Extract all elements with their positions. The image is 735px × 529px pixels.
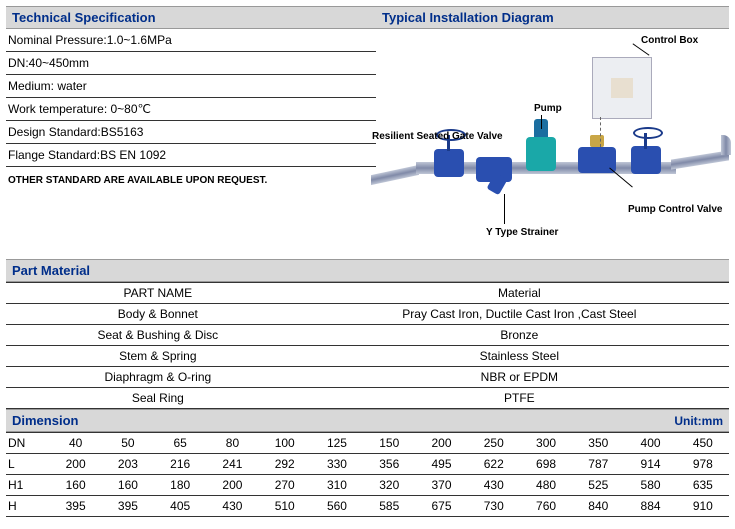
part-name: Seat & Bushing & Disc bbox=[6, 325, 310, 346]
tech-spec-header: Technical Specification bbox=[6, 6, 376, 29]
table-row: H395395405430510560585675730760840884910 bbox=[6, 496, 729, 517]
spec-row: Nominal Pressure:1.0~1.6MPa bbox=[6, 29, 376, 52]
label-pcv: Pump Control Valve bbox=[628, 204, 722, 215]
material: Stainless Steel bbox=[310, 346, 729, 367]
material: NBR or EPDM bbox=[310, 367, 729, 388]
spec-row: DN:40~450mm bbox=[6, 52, 376, 75]
y-strainer-icon bbox=[476, 157, 512, 182]
wire-icon bbox=[600, 117, 602, 147]
leader-line bbox=[541, 115, 542, 129]
gate-valve-icon bbox=[434, 149, 464, 177]
leader-line bbox=[504, 194, 505, 224]
part-material-table: PART NAME Material Body & BonnetPray Cas… bbox=[6, 282, 729, 409]
pipe-bend bbox=[721, 135, 731, 155]
handwheel-icon bbox=[633, 127, 663, 139]
part-name: Body & Bonnet bbox=[6, 304, 310, 325]
part-name: Diaphragm & O-ring bbox=[6, 367, 310, 388]
table-row: L200203216241292330356495622698787914978 bbox=[6, 454, 729, 475]
label-strainer: Y Type Strainer bbox=[486, 227, 558, 238]
material: PTFE bbox=[310, 388, 729, 409]
material: Bronze bbox=[310, 325, 729, 346]
installation-diagram: Control Box Pump Resilient Seated Gate V… bbox=[376, 29, 729, 259]
dimension-title: Dimension bbox=[12, 413, 78, 428]
part-name: Seal Ring bbox=[6, 388, 310, 409]
gate-valve-icon bbox=[631, 146, 661, 174]
pipe bbox=[371, 165, 419, 185]
spec-row: Medium: water bbox=[6, 75, 376, 98]
dimension-header: Dimension Unit:mm bbox=[6, 409, 729, 432]
label-control-box: Control Box bbox=[641, 35, 698, 46]
spec-note: OTHER STANDARD ARE AVAILABLE UPON REQUES… bbox=[6, 167, 376, 194]
spec-row: Work temperature: 0~80℃ bbox=[6, 98, 376, 121]
part-name: Stem & Spring bbox=[6, 346, 310, 367]
spec-row: Design Standard:BS5163 bbox=[6, 121, 376, 144]
label-gate-valve: Resilient Seated Gate Valve bbox=[372, 131, 503, 142]
material: Pray Cast Iron, Ductile Cast Iron ,Cast … bbox=[310, 304, 729, 325]
table-row: DN40506580100125150200250300350400450 bbox=[6, 433, 729, 454]
table-row: H116016018020027031032037043048052558063… bbox=[6, 475, 729, 496]
dimension-table: DN40506580100125150200250300350400450 L2… bbox=[6, 432, 729, 517]
part-material-header: Part Material bbox=[6, 259, 729, 282]
pump-icon bbox=[526, 137, 556, 171]
label-pump: Pump bbox=[534, 103, 562, 114]
spec-row: Flange Standard:BS EN 1092 bbox=[6, 144, 376, 167]
diagram-header: Typical Installation Diagram bbox=[376, 6, 729, 29]
control-box-icon bbox=[592, 57, 652, 119]
dimension-unit: Unit:mm bbox=[674, 414, 723, 428]
col-header: PART NAME bbox=[6, 283, 310, 304]
col-header: Material bbox=[310, 283, 729, 304]
